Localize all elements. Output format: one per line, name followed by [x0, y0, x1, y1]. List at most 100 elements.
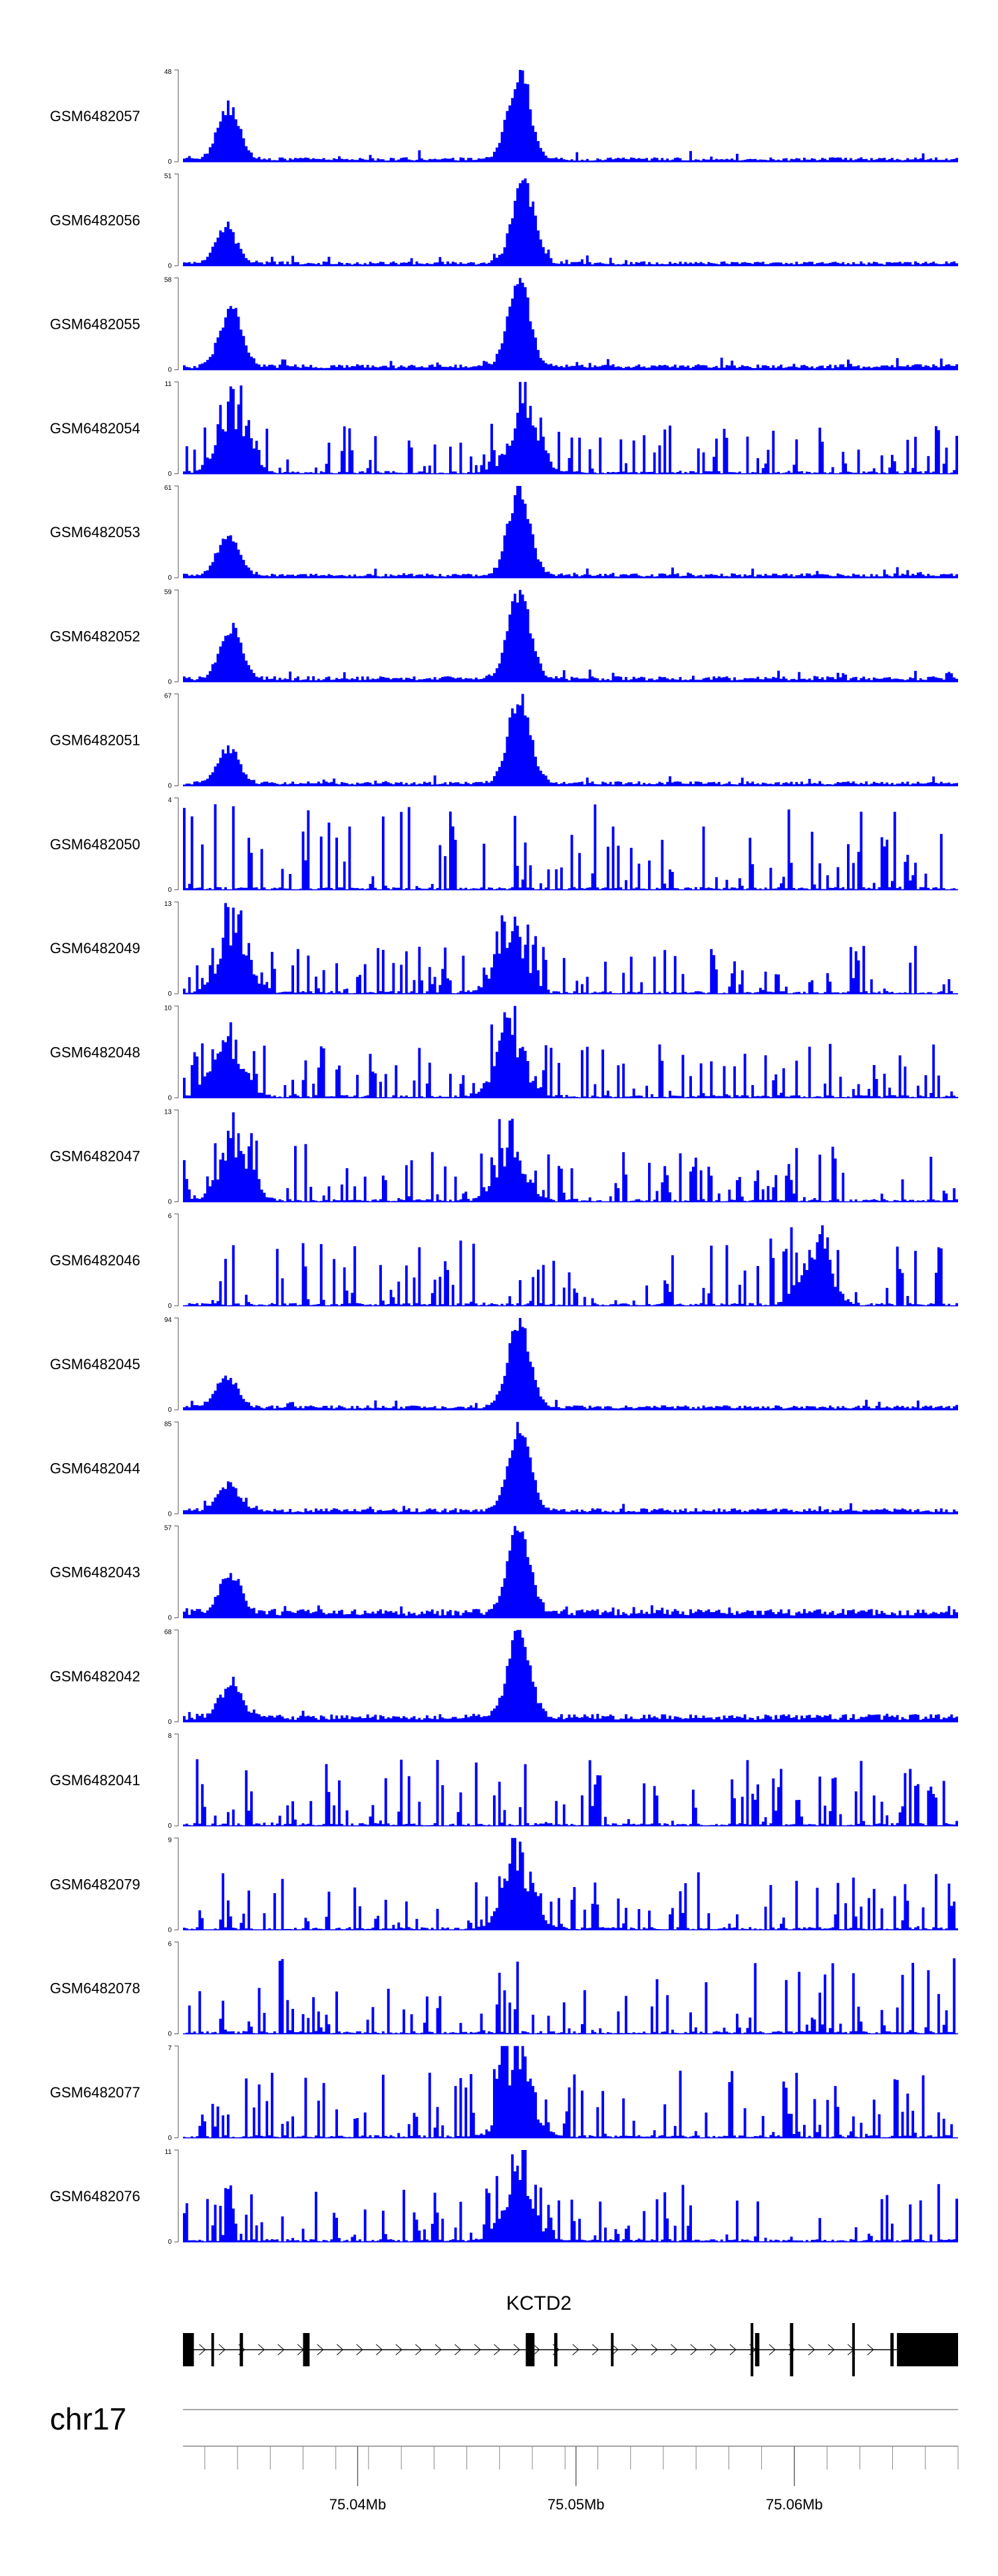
coverage-area	[183, 590, 958, 682]
coverage-track: GSM6482055 58 0	[50, 277, 958, 374]
strand-arrow	[454, 2344, 462, 2356]
track-ymin-label: 0	[168, 1406, 172, 1414]
coverage-area	[183, 381, 958, 474]
track-sample-label: GSM6482049	[50, 940, 140, 957]
coverage-track: GSM6482048 10 0	[50, 1004, 958, 1102]
track-ymin-label: 0	[168, 1303, 172, 1310]
strand-arrow	[611, 2344, 619, 2356]
coverage-track: GSM6482051 67 0	[50, 693, 958, 790]
track-sample-label: GSM6482051	[50, 732, 140, 749]
gene-exon	[790, 2323, 794, 2376]
track-sample-label: GSM6482076	[50, 2188, 140, 2205]
track-ymax-label: 11	[165, 381, 172, 388]
strand-arrow	[651, 2344, 658, 2356]
strand-arrow	[356, 2344, 363, 2356]
coverage-area	[183, 1225, 958, 1306]
strand-arrow	[395, 2344, 403, 2356]
strand-arrow	[631, 2344, 639, 2356]
axis-tick-label: 75.05Mb	[548, 2496, 605, 2513]
track-ymin-label: 0	[168, 2239, 172, 2246]
track-ymin-label: 0	[168, 1199, 172, 1206]
track-ymin-label: 0	[168, 887, 172, 894]
track-sample-label: GSM6482046	[50, 1252, 140, 1269]
track-ymax-label: 8	[168, 1733, 172, 1740]
coverage-track: GSM6482053 61 0	[50, 485, 958, 582]
track-ymax-label: 67	[164, 693, 172, 700]
gene-exon	[750, 2323, 754, 2376]
track-ymax-label: 85	[164, 1420, 172, 1428]
coverage-track: GSM6482056 51 0	[50, 172, 958, 270]
coverage-track: GSM6482052 59 0	[50, 588, 958, 686]
gene-exon	[754, 2333, 760, 2366]
coverage-area	[183, 70, 958, 162]
gene-utr-block	[897, 2333, 958, 2366]
coverage-area	[183, 2045, 958, 2138]
coverage-area	[183, 1838, 958, 1930]
track-sample-label: GSM6482054	[50, 420, 140, 437]
gene-exon	[303, 2333, 310, 2366]
track-ymin-label: 0	[168, 262, 172, 270]
gene-model: KCTD2	[183, 2292, 958, 2376]
gene-exon	[183, 2333, 194, 2366]
strand-arrow	[494, 2344, 501, 2356]
axis-tick-label: 75.06Mb	[766, 2496, 823, 2513]
strand-arrow	[474, 2344, 481, 2356]
coverage-track: GSM6482079 9 0	[50, 1836, 958, 1934]
track-sample-label: GSM6482052	[50, 628, 140, 644]
coverage-area	[183, 486, 958, 578]
track-ymax-label: 6	[168, 1941, 172, 1948]
strand-arrow	[218, 2344, 226, 2356]
track-ymax-label: 7	[168, 2045, 172, 2052]
coverage-area	[183, 1759, 958, 1826]
strand-arrow	[513, 2344, 520, 2356]
track-sample-label: GSM6482047	[50, 1148, 140, 1165]
coverage-area	[183, 2150, 958, 2242]
coverage-track: GSM6482044 85 0	[50, 1420, 958, 1518]
coverage-area	[183, 278, 958, 370]
strand-arrow	[808, 2344, 815, 2356]
strand-arrow	[768, 2344, 776, 2356]
coverage-area	[183, 903, 958, 994]
strand-arrow	[277, 2344, 285, 2356]
strand-arrow	[867, 2344, 874, 2356]
track-ymin-label: 0	[168, 678, 172, 686]
coverage-area	[183, 1422, 958, 1514]
track-ymin-label: 0	[168, 1094, 172, 1102]
track-sample-label: GSM6482044	[50, 1460, 140, 1476]
strand-arrow	[415, 2344, 422, 2356]
strand-arrow	[317, 2344, 324, 2356]
track-sample-label: GSM6482050	[50, 836, 140, 853]
genome-axis: chr17 75.04Mb 75.05Mb 75.06Mb	[50, 2402, 959, 2513]
coverage-area	[183, 1006, 958, 1098]
coverage-track: GSM6482041 8 0	[50, 1733, 958, 1830]
gene-exon	[211, 2333, 214, 2366]
strand-arrow	[257, 2344, 265, 2356]
gene-exon	[852, 2323, 855, 2376]
track-ymax-label: 94	[164, 1317, 172, 1324]
strand-arrow	[533, 2344, 540, 2356]
track-ymax-label: 58	[164, 277, 172, 284]
track-sample-label: GSM6482048	[50, 1044, 140, 1060]
strand-arrow	[336, 2344, 344, 2356]
strand-arrow	[199, 2344, 206, 2356]
track-ymax-label: 51	[164, 172, 172, 180]
strand-arrow	[572, 2344, 580, 2356]
track-sample-label: GSM6482043	[50, 1564, 140, 1581]
track-ymin-label: 0	[168, 990, 172, 998]
track-sample-label: GSM6482042	[50, 1668, 140, 1685]
coverage-area	[183, 694, 958, 786]
strand-arrow	[591, 2344, 599, 2356]
track-ymax-label: 48	[164, 69, 172, 76]
track-ymax-label: 9	[168, 1836, 172, 1844]
track-sample-label: GSM6482079	[50, 1876, 140, 1892]
track-ymin-label: 0	[168, 1823, 172, 1830]
track-ymax-label: 68	[164, 1629, 172, 1636]
track-ymin-label: 0	[168, 1615, 172, 1622]
strand-arrow	[710, 2344, 717, 2356]
coverage-track: GSM6482042 68 0	[50, 1629, 958, 1726]
coverage-area	[183, 1526, 958, 1618]
coverage-track: GSM6482049 13 0	[50, 901, 958, 998]
coverage-track: GSM6482046 6 0	[50, 1213, 958, 1310]
strand-arrow	[434, 2344, 442, 2356]
coverage-area	[183, 1629, 958, 1722]
